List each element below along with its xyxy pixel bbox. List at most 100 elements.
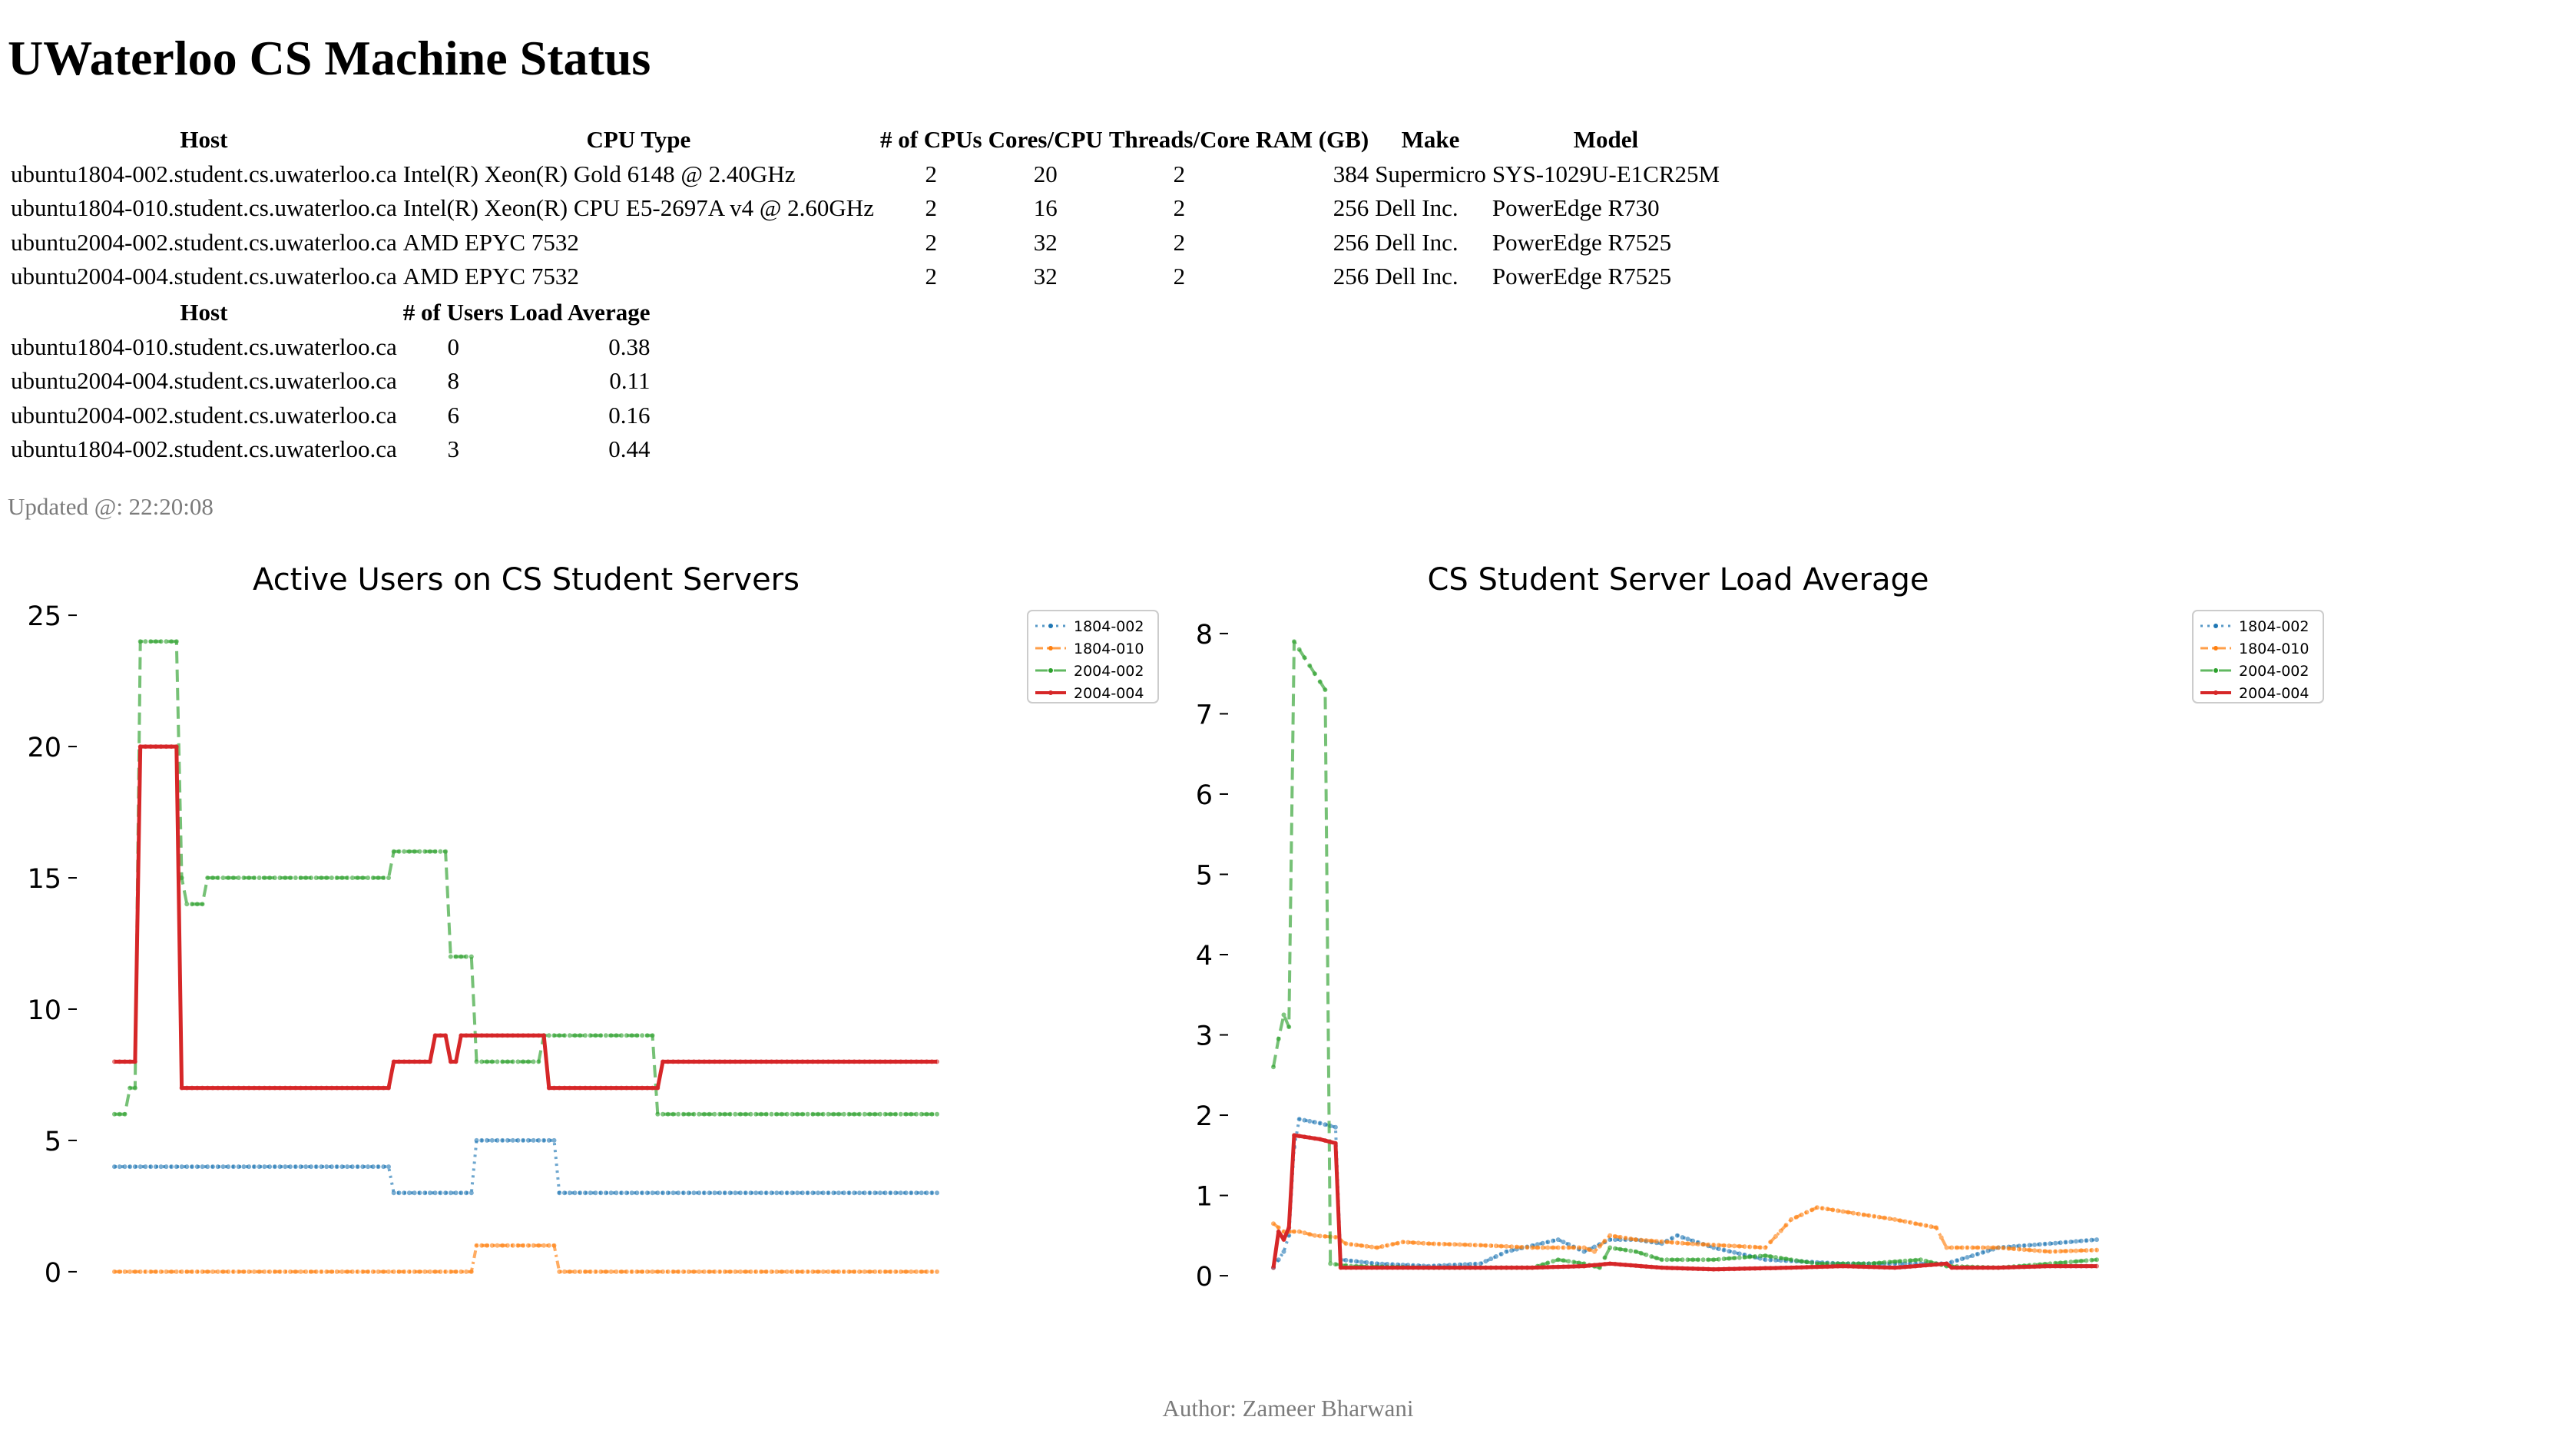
- data-point-2004-004: [438, 1033, 443, 1038]
- data-point-1804-002: [1685, 1236, 1690, 1242]
- data-point-1804-002: [1488, 1256, 1494, 1262]
- data-point-1804-010: [1613, 1233, 1617, 1239]
- data-point-2004-004: [174, 744, 179, 750]
- series-1804-002-group: [112, 1137, 939, 1196]
- data-point-1804-010: [1721, 1243, 1727, 1248]
- data-point-2004-002: [1566, 1259, 1571, 1264]
- data-point-1804-002: [262, 1164, 267, 1170]
- data-point-1804-010: [2021, 1247, 2027, 1253]
- data-point-1804-010: [1545, 1245, 1551, 1250]
- data-point-1804-010: [319, 1269, 324, 1274]
- data-point-1804-010: [230, 1269, 236, 1274]
- data-point-1804-002: [438, 1190, 443, 1196]
- data-point-1804-002: [867, 1190, 872, 1196]
- data-point-1804-010: [1276, 1225, 1281, 1230]
- data-point-2004-002: [324, 876, 329, 880]
- data-point-1804-002: [593, 1190, 598, 1196]
- data-point-2004-004: [500, 1033, 505, 1038]
- data-point-2004-004: [1923, 1263, 1929, 1268]
- data-point-1804-010: [536, 1243, 541, 1248]
- data-point-2004-002: [334, 876, 339, 880]
- data-point-1804-002: [1483, 1259, 1488, 1264]
- data-point-1804-010: [676, 1269, 681, 1274]
- data-point-2004-004: [557, 1085, 562, 1091]
- data-point-2004-002: [1623, 1247, 1628, 1253]
- data-point-2004-002: [1742, 1255, 1747, 1260]
- data-point-2004-002: [676, 1111, 681, 1117]
- data-point-1804-002: [402, 1190, 407, 1196]
- data-point-1804-002: [169, 1164, 174, 1170]
- data-point-2004-004: [412, 1059, 417, 1064]
- spec-table-header-row: Host CPU Type # of CPUs Cores/CPU Thread…: [9, 123, 1721, 157]
- legend-label-2004-004: 2004-004: [2239, 685, 2309, 702]
- data-point-1804-002: [919, 1190, 924, 1196]
- data-point-1804-002: [598, 1190, 604, 1196]
- data-point-2004-002: [1649, 1254, 1654, 1259]
- data-point-2004-004: [1478, 1265, 1483, 1270]
- data-point-2004-004: [427, 1059, 432, 1064]
- data-point-1804-002: [485, 1137, 489, 1143]
- data-point-1804-010: [272, 1269, 277, 1274]
- host-cell: ubuntu2004-002.student.cs.uwaterloo.ca: [11, 228, 397, 256]
- data-point-1804-010: [903, 1269, 909, 1274]
- data-point-1804-010: [236, 1269, 241, 1274]
- data-point-2004-002: [701, 1111, 707, 1117]
- data-point-1804-002: [205, 1164, 210, 1170]
- data-point-1804-002: [670, 1190, 676, 1196]
- data-point-2004-002: [898, 1111, 903, 1117]
- data-point-1804-002: [583, 1190, 588, 1196]
- data-point-2004-002: [872, 1111, 878, 1117]
- data-point-2004-002: [1711, 1257, 1717, 1263]
- data-point-2004-002: [360, 876, 366, 880]
- threads-per-core-cell: 2: [1173, 194, 1186, 221]
- data-point-2004-002: [1799, 1259, 1804, 1264]
- data-point-2004-004: [1918, 1263, 1923, 1268]
- num-cpus-cell: 2: [925, 228, 938, 256]
- data-point-1804-010: [153, 1269, 158, 1274]
- data-point-1804-010: [1390, 1242, 1396, 1247]
- data-point-1804-002: [697, 1190, 702, 1196]
- data-point-1804-010: [220, 1269, 226, 1274]
- data-point-2004-004: [1913, 1263, 1918, 1269]
- data-point-2004-004: [1369, 1265, 1375, 1270]
- data-point-1804-010: [1773, 1233, 1778, 1239]
- data-point-1804-010: [1955, 1245, 1959, 1250]
- data-point-1804-010: [432, 1269, 438, 1274]
- data-point-1804-002: [360, 1164, 366, 1170]
- data-point-1804-010: [919, 1269, 924, 1274]
- data-point-1804-010: [1436, 1241, 1442, 1246]
- data-point-2004-004: [846, 1059, 852, 1064]
- data-point-1804-002: [1551, 1238, 1556, 1243]
- data-point-2004-002: [1545, 1260, 1551, 1266]
- data-point-2004-002: [272, 876, 277, 880]
- data-point-2004-004: [2084, 1263, 2089, 1269]
- load-header-load-average: Load Average: [509, 299, 651, 326]
- data-point-1804-010: [1939, 1235, 1944, 1240]
- data-point-1804-002: [127, 1164, 133, 1170]
- data-point-2004-004: [1493, 1265, 1498, 1270]
- data-point-1804-002: [1535, 1242, 1540, 1247]
- data-point-1804-010: [1369, 1244, 1375, 1250]
- data-point-1804-010: [2032, 1248, 2038, 1253]
- cores-per-cpu-cell: 32: [1033, 228, 1058, 256]
- data-point-1804-010: [1664, 1240, 1670, 1245]
- data-point-1804-002: [324, 1164, 329, 1170]
- data-point-2004-004: [2011, 1265, 2017, 1270]
- data-point-1804-002: [686, 1190, 691, 1196]
- data-point-2004-002: [1271, 1064, 1276, 1070]
- data-point-2004-004: [381, 1085, 386, 1091]
- data-point-2004-002: [882, 1111, 888, 1117]
- data-point-2004-004: [867, 1059, 872, 1064]
- data-point-2004-004: [1555, 1264, 1561, 1270]
- data-point-2004-004: [1866, 1264, 1872, 1270]
- data-point-2004-004: [406, 1059, 412, 1064]
- data-point-1804-002: [536, 1137, 541, 1143]
- data-point-1804-002: [733, 1190, 738, 1196]
- ram-cell: 384: [1333, 160, 1369, 187]
- data-point-2004-002: [1674, 1257, 1680, 1263]
- data-point-1804-010: [1991, 1245, 1996, 1250]
- data-point-1804-010: [759, 1269, 763, 1274]
- data-point-2004-004: [1959, 1265, 1965, 1270]
- data-point-2004-004: [112, 1059, 117, 1064]
- data-point-1804-002: [396, 1190, 402, 1196]
